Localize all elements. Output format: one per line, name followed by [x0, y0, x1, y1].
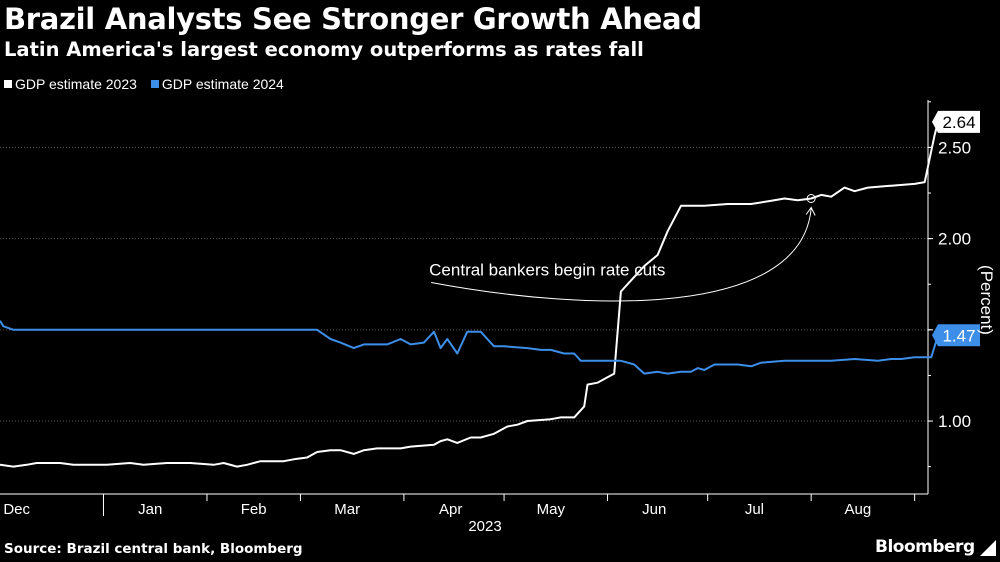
end-label-flag [932, 110, 980, 133]
y-tick-label: 2.00 [938, 230, 971, 249]
y-tick-label: 1.00 [938, 412, 971, 431]
y-tick-label: 2.50 [938, 138, 971, 157]
legend-item-2024: GDP estimate 2024 [150, 76, 284, 92]
annotation-arrowhead [805, 206, 816, 216]
legend-swatch-2023 [4, 80, 12, 88]
x-axis-year-label: 2023 [468, 518, 501, 535]
end-label-value: 2.64 [942, 113, 975, 132]
legend-label-2023: GDP estimate 2023 [15, 76, 137, 92]
source-note: Source: Brazil central bank, Bloomberg [4, 541, 303, 557]
annotation-text: Central bankers begin rate cuts [429, 261, 665, 280]
series-line-2024 [0, 320, 939, 375]
annotation-arrow [431, 208, 812, 302]
x-tick-label: Mar [334, 501, 360, 518]
legend-item-2023: GDP estimate 2023 [4, 76, 137, 92]
x-tick-label: Jun [642, 501, 666, 518]
x-tick-label: Dec [3, 501, 30, 518]
bloomberg-logo: Bloomberg [875, 537, 975, 557]
legend-swatch-2024 [150, 80, 159, 88]
x-tick-label: Apr [439, 501, 462, 518]
grid-lines [0, 146, 928, 422]
x-tick-label: Jul [745, 501, 764, 518]
chart-legend: GDP estimate 2023 GDP estimate 2024 [4, 76, 284, 92]
chart-title: Brazil Analysts See Stronger Growth Ahea… [4, 2, 702, 36]
x-tick-label: Feb [241, 501, 267, 518]
end-labels: 2.64 1.47 [932, 110, 980, 347]
end-label-flag [932, 324, 980, 347]
bloomberg-mark-icon [980, 540, 996, 556]
x-tick-label: Aug [845, 501, 872, 518]
y-axis-title: (Percent) [977, 265, 996, 335]
end-label-value: 1.47 [942, 326, 975, 345]
chart-subtitle: Latin America's largest economy outperfo… [4, 38, 644, 61]
axes: 1.001.502.002.50DecJanFebMarAprMayJunJul… [0, 100, 971, 518]
series-line-2023 [0, 121, 939, 468]
x-tick-label: Jan [138, 501, 162, 518]
legend-label-2024: GDP estimate 2024 [161, 76, 284, 92]
x-tick-label: May [537, 501, 566, 518]
series-lines [0, 121, 939, 468]
annotation-marker [806, 194, 816, 203]
annotations: Central bankers begin rate cuts [429, 194, 816, 302]
